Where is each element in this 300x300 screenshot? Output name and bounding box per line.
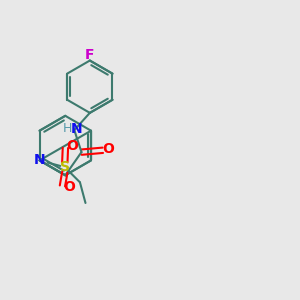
Text: H: H bbox=[63, 122, 73, 135]
Text: O: O bbox=[63, 180, 75, 194]
Text: O: O bbox=[102, 142, 114, 156]
Text: S: S bbox=[60, 160, 70, 174]
Text: F: F bbox=[85, 49, 94, 62]
Text: N: N bbox=[71, 122, 82, 136]
Text: N: N bbox=[34, 153, 45, 167]
Text: O: O bbox=[66, 140, 78, 153]
